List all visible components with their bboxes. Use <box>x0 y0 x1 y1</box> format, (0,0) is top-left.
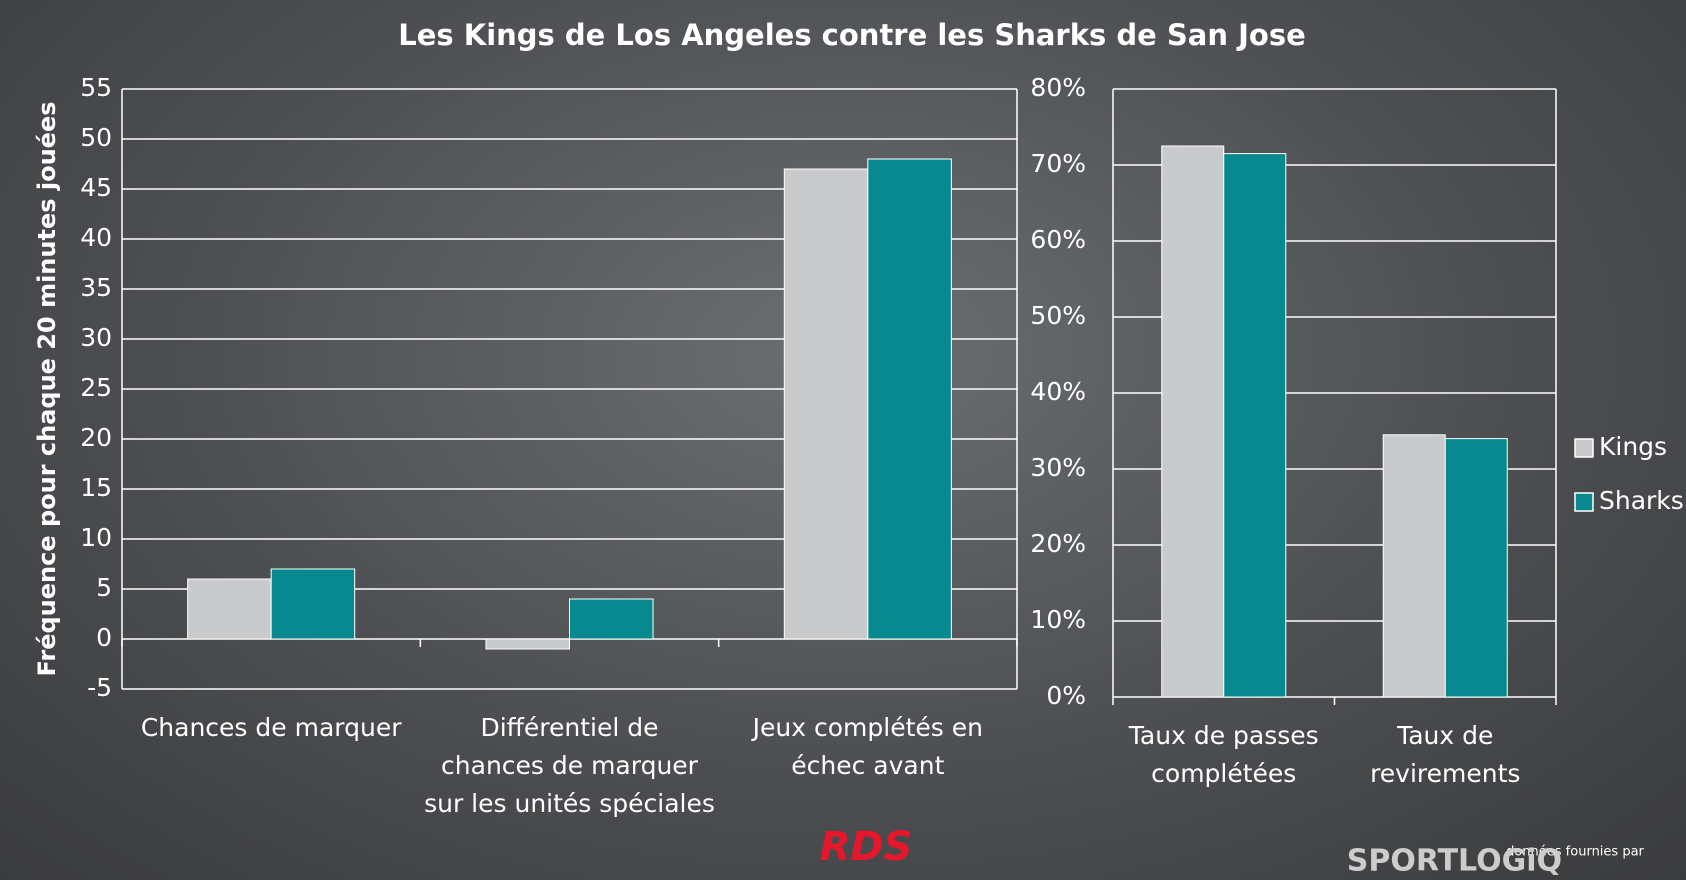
y-tick-label: 15 <box>80 473 112 502</box>
bar <box>187 578 272 640</box>
bar <box>270 568 356 640</box>
bar <box>569 598 654 640</box>
y-tick-label: 70% <box>1030 149 1086 178</box>
bar <box>485 638 571 650</box>
x-tick-label: Taux de passes complétées <box>1128 721 1319 788</box>
y-tick-label: 60% <box>1030 225 1086 254</box>
y-tick-label: 5 <box>96 573 112 602</box>
y-axis-label: Fréquence pour chaque 20 minutes jouées <box>33 101 61 676</box>
x-tick-label: Chances de marquer <box>140 713 402 742</box>
bar <box>1382 434 1446 698</box>
y-tick-label: 35 <box>80 273 112 302</box>
y-tick-label: 0 <box>96 623 112 652</box>
y-tick-label: 50 <box>80 123 112 152</box>
y-tick-label: 40 <box>80 223 112 252</box>
bar <box>1444 438 1508 698</box>
x-tick-label: Jeux complétés en échec avant <box>752 713 983 780</box>
y-tick-label: -5 <box>87 673 112 702</box>
bar <box>867 158 952 640</box>
y-tick-label: 55 <box>80 73 112 102</box>
chart-title: Les Kings de Los Angeles contre les Shar… <box>398 18 1306 52</box>
y-tick-label: 30% <box>1030 453 1086 482</box>
y-tick-label: 10 <box>80 523 112 552</box>
y-tick-label: 50% <box>1030 301 1086 330</box>
y-tick-label: 20 <box>80 423 112 452</box>
legend-swatch <box>1574 438 1594 458</box>
bar <box>783 168 869 640</box>
y-tick-label: 20% <box>1030 529 1086 558</box>
y-tick-label: 80% <box>1030 73 1086 102</box>
x-tick-label: Différentiel de chances de marquer sur l… <box>424 713 715 818</box>
legend-label: Sharks <box>1599 486 1684 515</box>
bar <box>1223 153 1287 698</box>
legend-label: Kings <box>1599 432 1667 461</box>
y-tick-label: 10% <box>1030 605 1086 634</box>
source-note: données fournies par <box>1506 845 1644 860</box>
legend-swatch <box>1574 492 1594 512</box>
bar <box>1161 145 1225 698</box>
y-tick-label: 30 <box>80 323 112 352</box>
x-tick-label: Taux de revirements <box>1370 721 1521 788</box>
broadcaster-logo: RDS <box>820 824 913 870</box>
y-tick-label: 25 <box>80 373 112 402</box>
y-tick-label: 45 <box>80 173 112 202</box>
y-tick-label: 40% <box>1030 377 1086 406</box>
y-tick-label: 0% <box>1046 681 1086 710</box>
source-logo: SPORTLOGiQ <box>1347 844 1562 879</box>
